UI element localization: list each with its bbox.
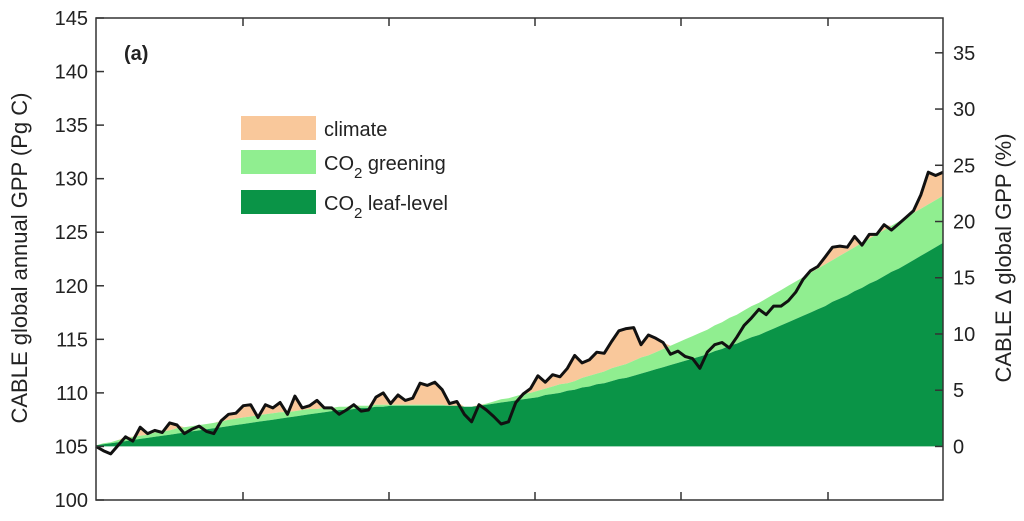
legend-swatch-climate bbox=[241, 116, 316, 140]
right-tick-label: 10 bbox=[953, 324, 975, 346]
legend-swatch-co2_greening bbox=[241, 150, 316, 174]
left-tick-label: 130 bbox=[55, 169, 88, 191]
right-tick-label: 5 bbox=[953, 380, 964, 402]
left-tick-label: 140 bbox=[55, 62, 88, 84]
legend-label-climate: climate bbox=[324, 119, 387, 141]
plot-frame bbox=[95, 17, 944, 501]
axes: 100 105 110 115 120 125 130 135 140 145 0 5 10 15 20 25… bbox=[55, 8, 976, 512]
legend-swatch-co2_leaf_level bbox=[241, 190, 316, 214]
left-tick-label: 115 bbox=[56, 329, 88, 351]
left-tick-label: 100 bbox=[55, 490, 88, 512]
left-tick-label: 135 bbox=[55, 115, 88, 137]
left-tick-label: 125 bbox=[55, 222, 88, 244]
right-tick-label: 30 bbox=[953, 99, 975, 121]
left-tick-label: 145 bbox=[55, 8, 88, 30]
right-tick-label: 0 bbox=[953, 436, 964, 458]
legend-label-co2_greening: CO2 greening bbox=[324, 153, 446, 182]
co2-leaf-level-area bbox=[96, 242, 943, 447]
left-tick-label: 110 bbox=[56, 383, 88, 405]
right-tick-label: 35 bbox=[953, 43, 975, 65]
right-tick-label: 15 bbox=[953, 268, 975, 290]
total-gpp-line bbox=[95, 170, 944, 456]
y-axis-label-right: CABLE Δ global GPP (%) bbox=[991, 133, 1016, 382]
y-axis-label-left: CABLE global annual GPP (Pg C) bbox=[7, 93, 32, 424]
legend-label-co2_leaf_level: CO2 leaf-level bbox=[324, 193, 448, 222]
right-tick-label: 20 bbox=[953, 212, 975, 234]
left-tick-label: 120 bbox=[55, 276, 88, 298]
area-layers bbox=[96, 172, 943, 447]
total-line-layer bbox=[95, 170, 944, 456]
right-tick-label: 25 bbox=[953, 155, 975, 177]
legend: climate CO2 greening CO2 leaf-level bbox=[241, 116, 448, 222]
left-tick-label: 105 bbox=[55, 436, 88, 458]
co2-greening-area bbox=[96, 195, 943, 446]
panel-label: (a) bbox=[124, 43, 148, 65]
